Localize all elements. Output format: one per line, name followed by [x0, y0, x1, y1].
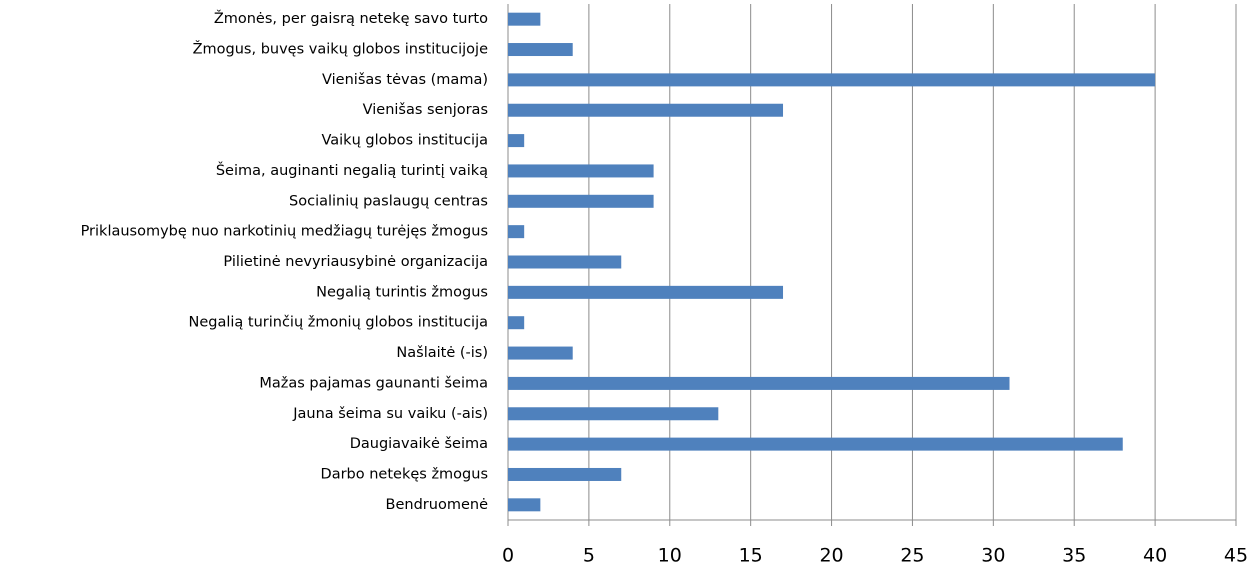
bar [508, 73, 1156, 87]
bar [508, 498, 541, 512]
bar [508, 255, 622, 269]
y-tick-label: Negalią turintis žmogus [316, 284, 488, 300]
y-tick-label: Priklausomybę nuo narkotinių medžiagų tu… [81, 224, 488, 240]
y-tick-label: Vienišas tėvas (mama) [322, 72, 488, 88]
y-tick-label: Negalią turinčių žmonių globos instituci… [188, 315, 488, 331]
x-tick-label: 40 [1143, 545, 1167, 567]
y-tick-label: Bendruomenė [386, 497, 489, 513]
x-tick-label: 35 [1062, 545, 1086, 567]
x-tick-label: 5 [583, 545, 595, 567]
y-tick-label: Vaikų globos institucija [321, 133, 488, 149]
bar [508, 12, 541, 26]
bar [508, 376, 1010, 390]
x-tick-label: 45 [1224, 545, 1248, 567]
bar [508, 43, 573, 57]
bar [508, 346, 573, 360]
bar [508, 164, 654, 178]
bar [508, 194, 654, 208]
y-tick-label: Socialinių paslaugų centras [289, 193, 488, 209]
y-tick-label: Žmogus, buvęs vaikų globos institucijoje [193, 40, 488, 58]
y-tick-label: Daugiavaikė šeima [350, 436, 488, 452]
bar [508, 316, 525, 330]
y-tick-label: Žmonės, per gaisrą netekę savo turto [214, 9, 488, 27]
x-tick-label: 15 [739, 545, 763, 567]
bar [508, 407, 719, 421]
x-tick-label: 10 [658, 545, 682, 567]
bar [508, 437, 1123, 451]
y-tick-label: Jauna šeima su vaiku (-ais) [292, 406, 488, 422]
x-tick-label: 30 [981, 545, 1005, 567]
y-tick-label: Našlaitė (-is) [396, 345, 488, 361]
bar [508, 103, 784, 117]
bar [508, 285, 784, 299]
y-tick-label: Darbo netekęs žmogus [321, 466, 488, 482]
y-tick-label: Pilietinė nevyriausybinė organizacija [223, 254, 488, 270]
y-tick-label: Mažas pajamas gaunanti šeima [259, 375, 488, 391]
x-tick-label: 25 [900, 545, 924, 567]
x-tick-label: 20 [819, 545, 843, 567]
bar [508, 467, 622, 481]
y-tick-label: Šeima, auginanti negalią turintį vaiką [216, 161, 488, 179]
x-tick-label: 0 [502, 545, 514, 567]
bar [508, 225, 525, 239]
y-tick-label: Vienišas senjoras [363, 102, 488, 118]
bar [508, 134, 525, 148]
